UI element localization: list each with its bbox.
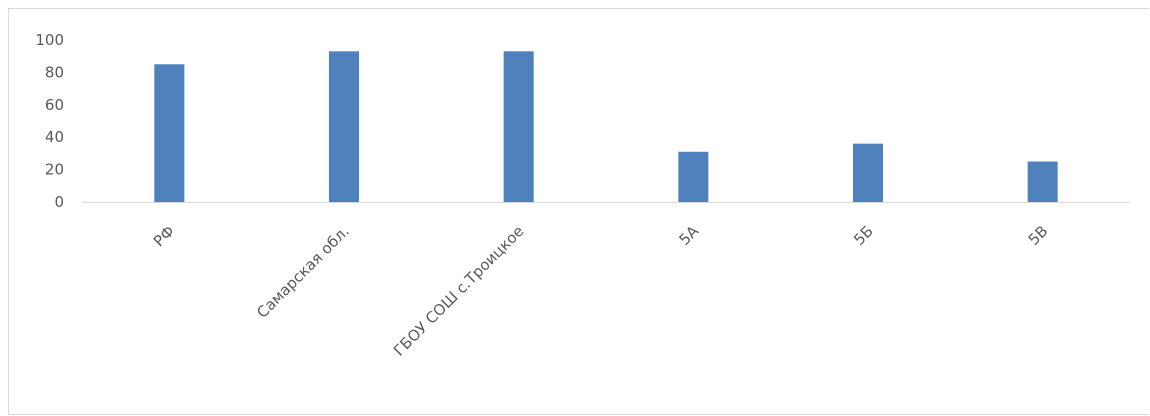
x-category-label: РФ xyxy=(150,222,178,250)
chart-frame xyxy=(8,8,1149,415)
x-category-label: 5Б xyxy=(850,222,877,249)
x-axis-labels: РФ Самарская обл. ГБОУ СОШ с.Троицкое 5А 5Б 5… xyxy=(150,222,1052,360)
y-tick-label: 60 xyxy=(45,96,64,114)
bar xyxy=(853,143,883,202)
y-tick-label: 100 xyxy=(35,31,64,49)
y-tick-label: 40 xyxy=(45,128,64,146)
y-tick-label: 20 xyxy=(45,161,64,179)
bar xyxy=(329,51,359,203)
x-category-label: 5А xyxy=(675,222,702,249)
y-tick-label: 0 xyxy=(54,193,64,211)
bar xyxy=(1027,161,1058,202)
y-axis-ticks: 0 20 40 60 80 100 xyxy=(35,31,64,211)
bars xyxy=(154,51,1058,203)
x-category-label: ГБОУ СОШ с.Троицкое xyxy=(390,222,528,360)
bar xyxy=(678,151,709,202)
x-category-label: 5В xyxy=(1025,222,1052,249)
x-category-label: Самарская обл. xyxy=(253,222,353,322)
bar xyxy=(503,51,534,203)
y-tick-label: 80 xyxy=(45,63,64,81)
bar xyxy=(154,64,185,202)
